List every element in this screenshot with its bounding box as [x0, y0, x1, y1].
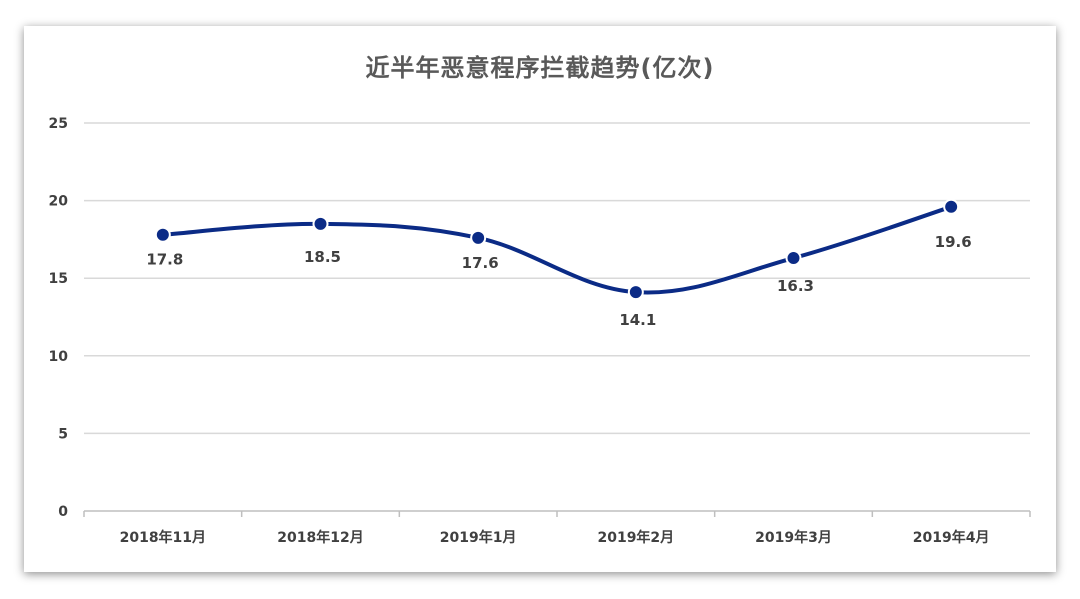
- x-tick-label: 2019年4月: [913, 529, 990, 546]
- series-line: [160, 204, 954, 295]
- y-tick-label: 0: [58, 504, 68, 520]
- y-tick-label: 25: [49, 116, 68, 132]
- data-point: [154, 226, 171, 243]
- y-tick-label: 5: [58, 426, 68, 442]
- y-tick-label: 10: [49, 349, 69, 365]
- data-label: 16.3: [777, 277, 814, 295]
- x-tick-label: 2018年12月: [277, 529, 363, 546]
- chart-card: 近半年恶意程序拦截趋势(亿次) 0 5 10 15 20 25 2018年11月 2018年…: [24, 26, 1056, 572]
- y-tick-label: 15: [49, 271, 68, 287]
- data-point: [627, 284, 644, 301]
- data-point: [312, 215, 329, 232]
- data-label: 17.8: [146, 251, 183, 269]
- data-label: 14.1: [619, 311, 656, 329]
- x-tick-label: 2019年1月: [440, 529, 517, 546]
- x-tick-label: 2019年2月: [597, 529, 674, 546]
- line-chart: 0 5 10 15 20 25 2018年11月 2018年12月 2019年1月 2019年2…: [49, 116, 1031, 546]
- chart-title: 近半年恶意程序拦截趋势(亿次): [365, 54, 715, 82]
- gridlines: [84, 122, 1030, 435]
- data-markers: [154, 198, 960, 301]
- series-line-layer: [160, 204, 954, 295]
- x-tick-label: 2018年11月: [120, 529, 206, 546]
- x-axis: 2018年11月 2018年12月 2019年1月 2019年2月 2019年3月 201…: [83, 510, 1031, 546]
- data-label: 17.6: [462, 254, 499, 272]
- data-labels: 17.8 18.5 17.6 14.1 16.3 19.6: [146, 233, 971, 329]
- data-point: [470, 229, 487, 246]
- y-tick-label: 20: [49, 194, 69, 210]
- data-label: 19.6: [935, 233, 972, 251]
- data-point: [785, 250, 802, 267]
- y-axis-ticks: 0 5 10 15 20 25: [49, 116, 69, 520]
- x-tick-label: 2019年3月: [755, 529, 832, 546]
- data-point: [943, 198, 960, 215]
- data-label: 18.5: [304, 248, 341, 266]
